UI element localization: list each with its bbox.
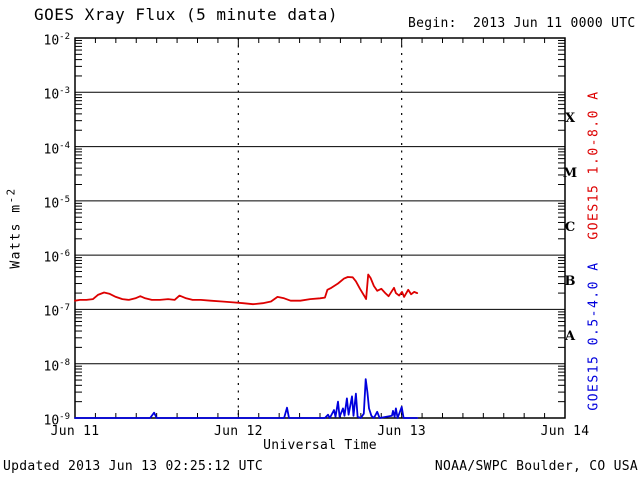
y-tick-label: 10-8 (43, 357, 71, 375)
x-tick-label: Jun 13 (377, 424, 427, 439)
x-tick-label: Jun 12 (213, 424, 263, 439)
flare-class-letter-B: B (564, 274, 576, 290)
flux-series-lines (74, 273, 419, 419)
y-tick-label: 10-2 (43, 32, 71, 49)
plot-frame (74, 37, 566, 419)
y-axis-title-base: Watts m (8, 203, 24, 269)
x-tick-label: Jun 14 (540, 424, 590, 439)
y-tick-label: 10-5 (43, 194, 71, 212)
axis-tick-marks (75, 38, 565, 418)
data-source-label: NOAA/SWPC Boulder, CO USA (434, 459, 638, 474)
flare-class-letter-C: C (564, 220, 576, 235)
decade-gridlines (75, 91, 565, 365)
x-tick-label: Jun 11 (50, 424, 100, 439)
legend-short-band-label: GOES15 0.5-4.0 A (586, 261, 602, 411)
flare-class-letter-A: A (564, 328, 576, 344)
flare-class-letter-X: X (564, 111, 576, 127)
day-dotted-gridlines (237, 38, 403, 418)
y-axis-title-exponent: -2 (4, 187, 18, 204)
y-tick-label: 10-9 (43, 412, 71, 429)
series-line-long-band (74, 273, 419, 306)
updated-timestamp: Updated 2013 Jun 13 02:25:12 UTC (3, 459, 264, 474)
begin-time-label: Begin: 2013 Jun 11 0000 UTC (408, 16, 636, 31)
legend-long-band-label: GOES15 1.0-8.0 A (586, 90, 602, 240)
series-line-short-band (74, 378, 419, 419)
y-axis-title: Watts m-2 (4, 187, 23, 268)
y-tick-label: 10-6 (43, 249, 71, 266)
y-tick-label: 10-7 (43, 303, 71, 320)
chart-title: GOES Xray Flux (5 minute data) (34, 5, 338, 24)
y-tick-label: 10-3 (43, 86, 71, 103)
y-tick-label: 10-4 (43, 140, 71, 157)
x-axis-title: Universal Time (263, 438, 377, 453)
flare-class-letter-M: M (562, 165, 578, 181)
